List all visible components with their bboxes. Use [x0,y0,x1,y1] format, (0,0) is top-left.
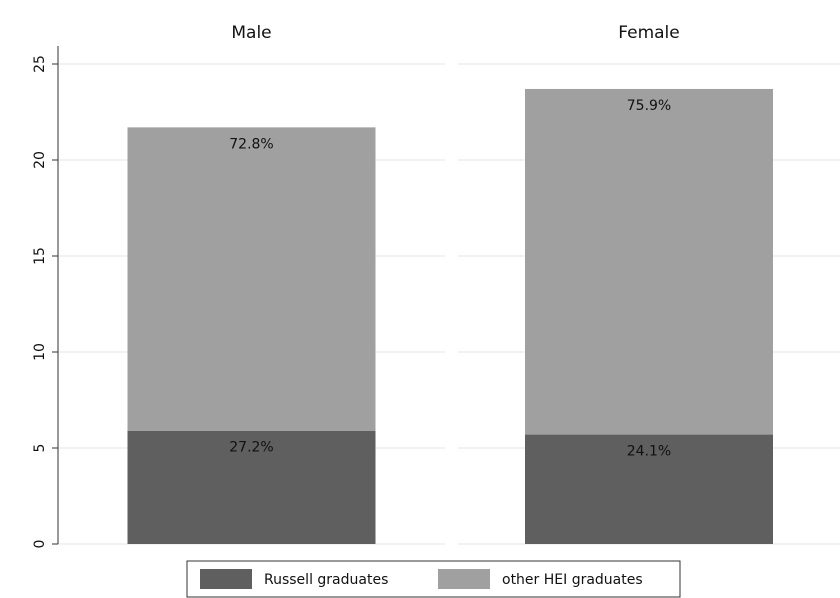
y-tick-label: 10 [32,343,48,361]
bar-segment [127,430,376,544]
value-label: 27.2% [229,440,273,456]
panel-title: Male [231,23,271,43]
legend-label: other HEI graduates [502,572,643,588]
legend-swatch [438,569,490,589]
y-tick-label: 20 [32,151,48,169]
bar-segment [525,88,773,435]
panel-title: Female [618,23,679,43]
bar-segment [127,127,376,431]
y-tick-label: 5 [32,444,48,453]
value-label: 72.8% [229,136,273,152]
value-label: 75.9% [627,98,671,114]
value-label: 24.1% [627,444,671,460]
y-tick-label: 15 [32,247,48,265]
legend-swatch [200,569,252,589]
legend-label: Russell graduates [264,572,388,588]
bar-segment [525,434,773,544]
y-tick-label: 25 [32,55,48,73]
y-tick-label: 0 [32,540,48,549]
legend-box [186,560,681,598]
